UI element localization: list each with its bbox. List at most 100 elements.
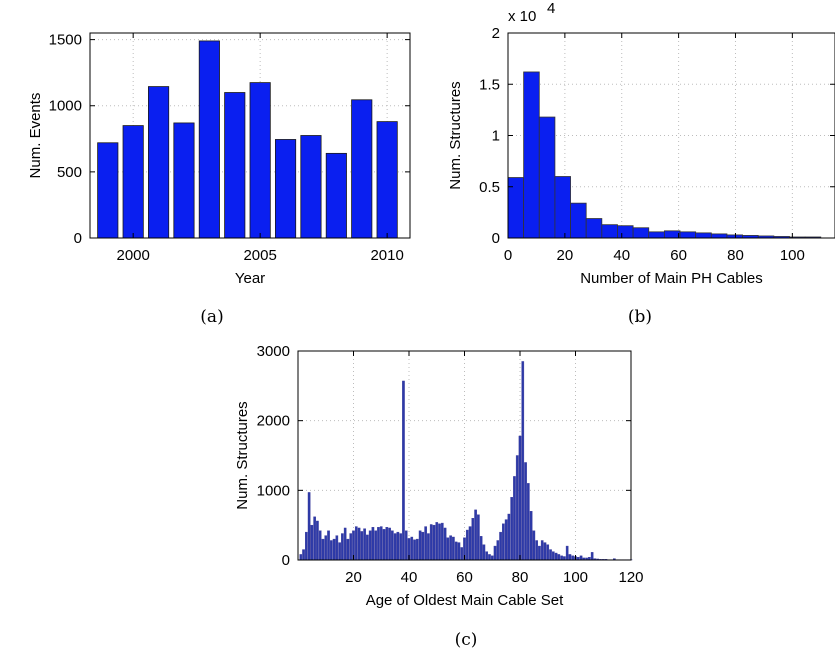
x-tick-label: 2010 <box>370 247 403 264</box>
histogram-bar <box>570 202 587 239</box>
histogram-bar <box>504 519 508 561</box>
x-tick-label: 80 <box>512 569 529 586</box>
histogram-bar <box>471 518 475 561</box>
x-tick-label: 60 <box>670 247 687 264</box>
histogram-bar <box>354 526 358 561</box>
y-tick-label: 0 <box>74 230 82 247</box>
histogram-bar <box>424 526 427 561</box>
y-tick-label: 1000 <box>257 482 290 499</box>
x-axis-label: Number of Main PH Cables <box>580 270 763 287</box>
histogram-bar <box>521 361 525 561</box>
histogram-bar <box>435 522 439 561</box>
histogram-bar <box>377 527 380 561</box>
histogram-bar <box>440 522 444 561</box>
histogram-bar <box>321 538 325 561</box>
histogram-bar <box>549 549 552 561</box>
y-tick-label: 3000 <box>257 343 290 360</box>
x-tick-label: 20 <box>557 247 574 264</box>
bar <box>249 82 271 239</box>
histogram-bar <box>515 455 519 561</box>
histogram-bar <box>302 549 305 561</box>
histogram-bar <box>565 545 569 561</box>
y-tick-label: 1500 <box>49 32 82 49</box>
bar <box>224 92 246 239</box>
histogram-bar <box>341 533 344 561</box>
histogram-bar <box>382 529 386 561</box>
histogram-bar <box>449 535 452 561</box>
histogram-bar <box>391 530 394 561</box>
histogram-bar <box>357 527 361 561</box>
histogram-bar <box>532 530 536 561</box>
bar <box>198 40 220 239</box>
x-tick-label: 0 <box>504 247 512 264</box>
histogram-bar <box>524 462 527 561</box>
histogram-bar <box>538 545 541 561</box>
bar <box>351 99 373 239</box>
histogram-bar <box>443 527 447 561</box>
histogram-bar <box>363 528 366 561</box>
histogram-bar <box>457 542 461 561</box>
histogram-bar <box>360 531 364 561</box>
histogram-bar <box>413 539 416 561</box>
histogram-bar <box>502 523 505 561</box>
histogram-bar <box>460 547 464 561</box>
histogram-bar <box>617 225 634 239</box>
y-exponent-label: x 10 <box>508 8 536 25</box>
histogram-bar <box>335 535 339 561</box>
x-tick-label: 80 <box>727 247 744 264</box>
bar <box>274 139 297 239</box>
histogram-bar <box>324 535 328 561</box>
histogram-bar <box>416 538 419 561</box>
histogram-bar <box>452 536 455 561</box>
histogram-bar <box>488 554 491 561</box>
panel-caption: (a) <box>200 307 223 327</box>
histogram-bar <box>529 511 533 561</box>
histogram-bar <box>585 218 603 239</box>
y-tick-label: 0 <box>282 552 290 569</box>
histogram-bar <box>490 555 494 561</box>
histogram-bar <box>695 232 712 239</box>
x-tick-label: 2005 <box>243 247 276 264</box>
histogram-bar <box>468 526 472 561</box>
histogram-bar <box>465 529 469 561</box>
y-tick-label: 1 <box>492 128 500 145</box>
y-tick-label: 500 <box>57 164 82 181</box>
x-tick-label: 40 <box>401 569 418 586</box>
histogram-bar <box>571 555 575 561</box>
panel-caption: (c) <box>455 630 478 650</box>
histogram-bar <box>493 545 497 561</box>
chart-panel-c: 20 40 60 80 100 120 0 1000 2000 3000 Age of Oldest… <box>234 343 644 650</box>
y-tick-label: 1.5 <box>479 76 500 93</box>
bar <box>325 152 347 239</box>
histogram-bar <box>374 530 378 561</box>
x-tick-label: 20 <box>345 569 362 586</box>
histogram-bar <box>679 231 697 239</box>
histogram-bar <box>557 554 561 561</box>
histogram-bar <box>560 555 563 561</box>
histogram-bar <box>393 533 397 561</box>
histogram-bar <box>427 533 430 561</box>
histogram-bar <box>305 531 308 561</box>
histogram-bar <box>543 542 547 561</box>
x-tick-label: 100 <box>780 247 805 264</box>
histogram-bar <box>538 116 556 239</box>
histogram-bar <box>410 536 414 561</box>
histogram-bar <box>385 527 389 561</box>
bar <box>173 122 195 239</box>
histogram-bar <box>418 530 422 561</box>
histogram-bar <box>479 536 483 561</box>
histogram-bar <box>432 524 436 561</box>
histogram-bar <box>299 554 303 561</box>
histogram-bar <box>579 555 583 561</box>
histogram-bar <box>523 71 540 239</box>
histogram-bar <box>507 513 511 561</box>
histogram-bar <box>318 530 322 561</box>
histogram-bar <box>404 530 408 561</box>
histogram-bar <box>663 230 681 239</box>
histogram-bar <box>496 540 500 561</box>
histogram-bar <box>366 534 369 561</box>
histogram-bar <box>513 476 516 561</box>
histogram-bar <box>535 540 538 561</box>
histogram-bar <box>563 556 566 561</box>
